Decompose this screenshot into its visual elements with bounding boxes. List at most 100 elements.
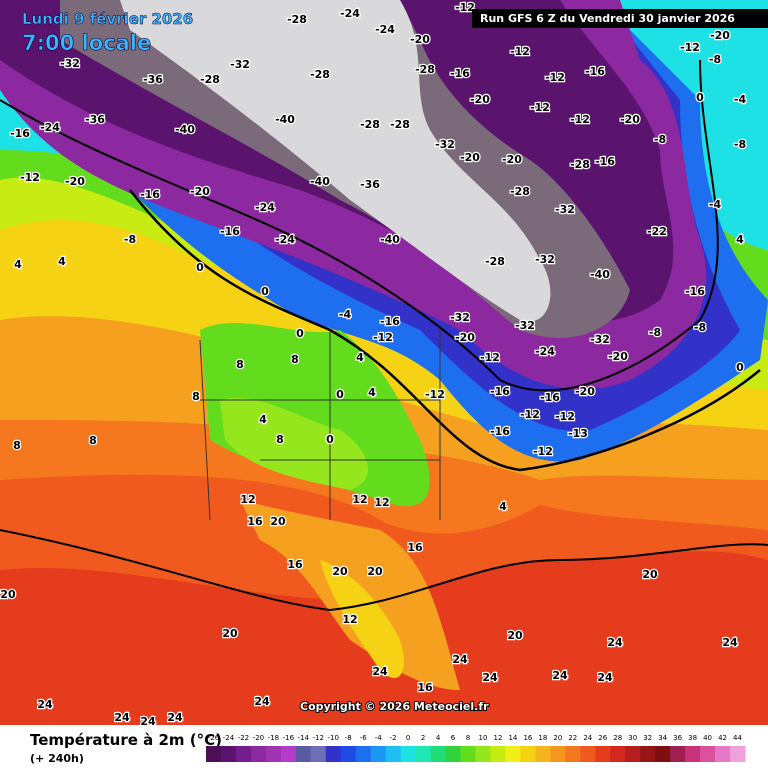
temperature-label: 4 xyxy=(499,500,507,513)
temperature-label: -8 xyxy=(734,138,746,151)
temperature-label: -12 xyxy=(510,45,530,58)
temperature-label: -12 xyxy=(520,408,540,421)
scale-swatch xyxy=(460,746,476,762)
scale-swatch xyxy=(715,746,731,762)
scale-label: 16 xyxy=(523,734,532,742)
temperature-label: -16 xyxy=(685,285,705,298)
temperature-label: 24 xyxy=(372,665,388,678)
temperature-label: -20 xyxy=(608,350,628,363)
temperature-label: 24 xyxy=(607,636,623,649)
scale-swatch xyxy=(595,746,611,762)
temperature-label: 8 xyxy=(236,358,244,371)
scale-swatch xyxy=(520,746,536,762)
scale-swatch xyxy=(580,746,596,762)
temperature-label: -20 xyxy=(620,113,640,126)
temperature-label: -12 xyxy=(530,101,550,114)
scale-label: 26 xyxy=(598,734,607,742)
temperature-label: 16 xyxy=(247,515,263,528)
lead-time: (+ 240h) xyxy=(30,752,84,765)
temperature-label: -24 xyxy=(375,23,395,36)
scale-swatch xyxy=(355,746,372,762)
temperature-label: 20 xyxy=(270,515,286,528)
temperature-label: 20 xyxy=(0,588,16,601)
temperature-label: 0 xyxy=(296,327,304,340)
temperature-label: 24 xyxy=(552,669,568,682)
scale-label: -20 xyxy=(253,734,264,742)
scale-label: 38 xyxy=(688,734,697,742)
temperature-label: -24 xyxy=(340,7,360,20)
temperature-label: -36 xyxy=(143,73,163,86)
temperature-label: -28 xyxy=(310,68,330,81)
scale-label: 12 xyxy=(493,734,502,742)
scale-swatch xyxy=(565,746,581,762)
temperature-label: 0 xyxy=(336,388,344,401)
temperature-label: -12 xyxy=(455,1,475,14)
scale-swatch xyxy=(325,746,342,762)
copyright: Copyright © 2026 Meteociel.fr xyxy=(300,700,489,713)
temperature-label: -8 xyxy=(709,53,721,66)
scale-label: -12 xyxy=(313,734,324,742)
scale-label: -6 xyxy=(360,734,368,742)
temperature-label: -24 xyxy=(40,121,60,134)
temperature-label: 12 xyxy=(374,496,389,509)
scale-swatch xyxy=(535,746,551,762)
scale-label: 2 xyxy=(421,734,425,742)
scale-label: 34 xyxy=(658,734,667,742)
temperature-label: -20 xyxy=(710,29,730,42)
temperature-label: -28 xyxy=(287,13,307,26)
scale-swatch xyxy=(550,746,566,762)
temperature-label: -36 xyxy=(360,178,380,191)
scale-swatch xyxy=(400,746,417,762)
scale-label: 28 xyxy=(613,734,622,742)
scale-swatch xyxy=(385,746,402,762)
temperature-label: -40 xyxy=(310,175,330,188)
temperature-label: -40 xyxy=(275,113,295,126)
scale-label: 22 xyxy=(568,734,577,742)
temperature-label: -28 xyxy=(570,158,590,171)
scale-label: -26 xyxy=(208,734,220,742)
temperature-label: -16 xyxy=(140,188,160,201)
temperature-label: 4 xyxy=(58,255,66,268)
temperature-label: -12 xyxy=(570,113,590,126)
color-scale: -26 -24 -22 -20 -18 -16 -14 -12 -10 -8 -6 -4 -2 0 2 4 6 8… xyxy=(206,734,746,762)
temperature-label: -20 xyxy=(65,175,85,188)
temperature-label: -12 xyxy=(680,41,700,54)
temperature-label: 8 xyxy=(89,434,97,447)
temperature-label: 16 xyxy=(287,558,303,571)
scale-swatch xyxy=(295,746,312,762)
temperature-label: 12 xyxy=(240,493,255,506)
temperature-label: -12 xyxy=(545,71,565,84)
temperature-label: -20 xyxy=(190,185,210,198)
scale-swatch xyxy=(475,746,491,762)
temperature-label: -32 xyxy=(590,333,610,346)
scale-swatch xyxy=(430,746,447,762)
scale-swatch xyxy=(625,746,641,762)
temperature-label: -28 xyxy=(360,118,380,131)
temperature-label: -20 xyxy=(410,33,430,46)
scale-label: 30 xyxy=(628,734,637,742)
temperature-label: -32 xyxy=(435,138,455,151)
temperature-label: -8 xyxy=(654,133,666,146)
temperature-label: -20 xyxy=(470,93,490,106)
scale-swatch xyxy=(670,746,686,762)
temperature-label: -12 xyxy=(425,388,445,401)
scale-label: 14 xyxy=(508,734,517,742)
temperature-label: -28 xyxy=(485,255,505,268)
temperature-label: 8 xyxy=(291,353,299,366)
temperature-label: -32 xyxy=(450,311,470,324)
scale-label: 24 xyxy=(583,734,592,742)
scale-label: 20 xyxy=(553,734,562,742)
temperature-label: 0 xyxy=(196,261,204,274)
scale-label: -14 xyxy=(298,734,310,742)
temperature-label: -16 xyxy=(490,425,510,438)
scale-swatch xyxy=(265,746,282,762)
scale-swatch xyxy=(610,746,626,762)
temperature-label: 16 xyxy=(407,541,423,554)
temperature-label: -40 xyxy=(590,268,610,281)
temperature-label: -32 xyxy=(230,58,250,71)
scale-swatch xyxy=(415,746,432,762)
temperature-label: 24 xyxy=(597,671,613,684)
temperature-label: -16 xyxy=(490,385,510,398)
